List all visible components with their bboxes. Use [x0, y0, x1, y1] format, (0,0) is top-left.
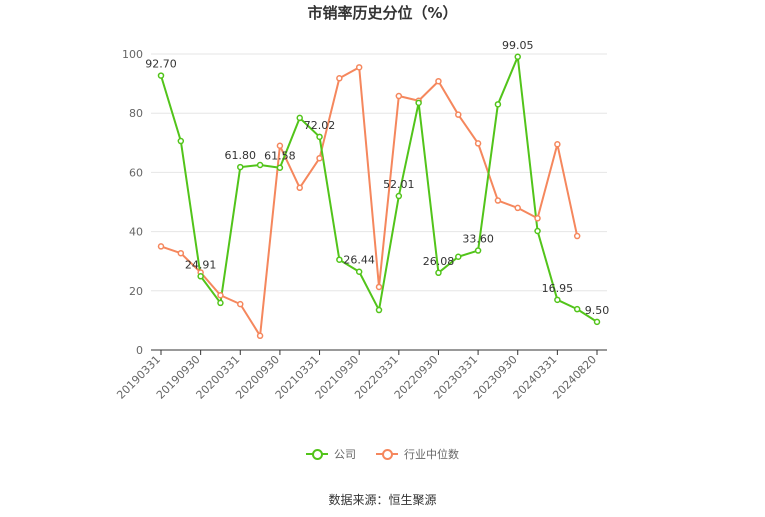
data-point-company-20201231 [296, 114, 303, 122]
data-point-company-20211231 [375, 306, 383, 314]
data-label-company-20200331: 61.80 [225, 149, 257, 162]
legend-swatch-industry-median [376, 448, 398, 460]
y-tick-label-0: 0 [136, 344, 143, 357]
data-point-company-20240820 [593, 318, 601, 326]
x-tick-label-20240820: 20240820 [550, 353, 599, 402]
data-point-industry-median-20200930 [276, 142, 284, 150]
data-label-company-20210331: 72.02 [304, 119, 336, 132]
series-line-industry-median [160, 66, 579, 337]
legend-label-company: 公司 [334, 448, 356, 461]
data-point-company-20220331 [395, 192, 403, 200]
y-tick-label-20: 20 [129, 285, 143, 298]
data-point-company-20200630 [256, 161, 264, 169]
data-point-company-20221231 [455, 253, 462, 261]
data-point-industry-median-20190630 [177, 249, 185, 257]
data-point-industry-median-20210630 [336, 75, 343, 82]
data-label-company-20190930: 24.91 [185, 258, 217, 271]
data-point-industry-median-20230331 [474, 140, 482, 147]
data-point-company-20210331 [316, 133, 323, 141]
line-chart: 0204060801002019033120190930202003312020… [114, 39, 609, 402]
data-point-industry-median-20200630 [256, 332, 264, 340]
data-point-company-20220630 [415, 99, 422, 107]
data-point-industry-median-20210331 [316, 154, 323, 162]
legend-item-company[interactable]: 公司 [306, 446, 356, 462]
source-note: 数据来源：恒生聚源 [328, 493, 437, 507]
data-point-industry-median-20231231 [534, 215, 541, 222]
data-label-company-20200930: 61.58 [264, 150, 296, 163]
data-label-company-20190331: 92.70 [145, 58, 177, 71]
data-point-industry-median-20191231 [217, 291, 224, 299]
data-label-company-20240331: 16.95 [542, 282, 574, 295]
data-point-industry-median-20230630 [494, 197, 502, 204]
axes: 0204060801002019033120190930202003312020… [114, 48, 607, 402]
data-point-company-20231231 [534, 227, 541, 235]
data-point-industry-median-20201231 [296, 184, 303, 192]
series-lines [160, 55, 598, 337]
legend-swatch-company [306, 448, 328, 460]
y-tick-label-60: 60 [129, 166, 143, 179]
data-point-company-20190331 [157, 72, 165, 79]
data-point-company-20240630 [573, 305, 581, 313]
y-tick-label-40: 40 [129, 226, 143, 239]
legend-item-industry-median[interactable]: 行业中位数 [376, 446, 459, 462]
grid-lines [151, 53, 607, 292]
data-point-industry-median-20220331 [395, 92, 403, 100]
data-point-company-20210930 [355, 268, 363, 275]
chart-title: 市销率历史分位（%） [307, 4, 458, 22]
data-point-company-20230331 [474, 247, 482, 254]
data-point-company-20230930 [514, 53, 521, 61]
data-label-company-20220930: 26.08 [423, 255, 455, 268]
data-point-company-20230630 [494, 101, 502, 108]
data-label-company-20210930: 26.44 [343, 254, 375, 267]
y-tick-label-100: 100 [122, 48, 143, 61]
data-point-industry-median-20221231 [455, 111, 462, 118]
data-point-company-20240331 [554, 296, 561, 304]
data-label-company-20220331: 52.01 [383, 178, 415, 191]
data-point-company-20200930 [276, 164, 284, 171]
y-tick-label-80: 80 [129, 107, 143, 120]
data-point-industry-median-20190331 [157, 243, 165, 250]
data-label-company-20240820: 9.50 [585, 304, 610, 317]
data-points [157, 53, 601, 340]
data-point-industry-median-20240331 [554, 141, 561, 148]
data-point-industry-median-20220930 [435, 77, 442, 85]
data-point-company-20191231 [217, 299, 224, 307]
legend-label-industry-median: 行业中位数 [404, 448, 459, 461]
data-point-company-20210630 [336, 256, 343, 263]
data-label-company-20230930: 99.05 [502, 39, 534, 52]
data-labels: 92.70 24.91 61.80 61.58 72.02 26.44 52.01 26.08… [145, 39, 609, 317]
data-point-company-20190930 [197, 273, 204, 280]
legend: 公司 行业中位数 [0, 446, 765, 462]
data-point-company-20190630 [177, 137, 185, 145]
data-point-industry-median-20211231 [375, 283, 383, 291]
data-point-industry-median-20200331 [237, 300, 244, 308]
data-point-industry-median-20210930 [355, 64, 363, 71]
data-point-industry-median-20230930 [514, 204, 521, 212]
data-point-industry-median-20240630 [573, 232, 581, 240]
data-label-company-20230331: 33.60 [462, 233, 494, 246]
data-point-company-20220930 [435, 269, 442, 277]
data-point-company-20200331 [237, 163, 244, 171]
